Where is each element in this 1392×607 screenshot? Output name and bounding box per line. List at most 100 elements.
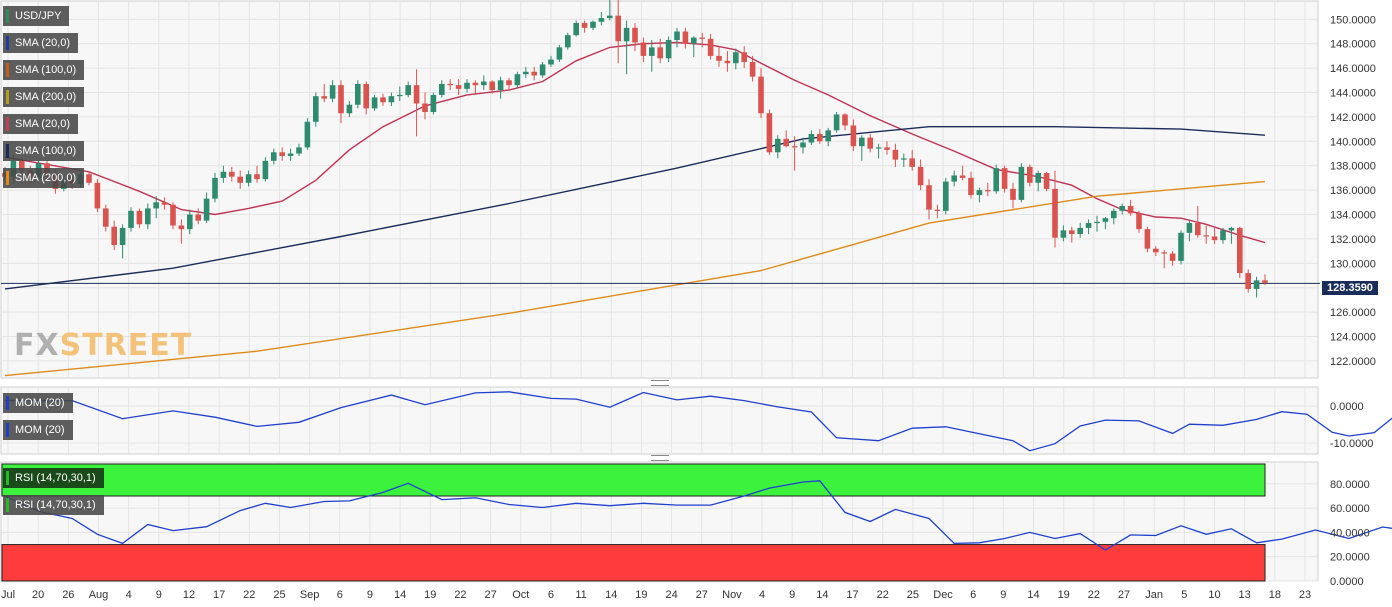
candle [1094,215,1100,232]
candle-body [338,85,344,114]
y-tick-label: -10.0000 [1330,438,1373,450]
y-tick-label: 80.0000 [1330,479,1370,491]
candle-body [203,198,210,221]
candle-body [783,138,789,147]
candle-body [1211,236,1218,241]
candle [741,46,747,69]
candle-body [447,83,453,86]
current-price-label: 128.3590 [1322,281,1378,295]
candle-body [287,153,294,156]
y-tick-label: 136.0000 [1330,185,1376,197]
x-tick-label: 27 [1118,589,1130,601]
candle-body [707,38,714,56]
y-tick-label: 0.0000 [1330,401,1364,413]
candle [934,204,941,219]
candle [892,143,899,167]
candle-body [178,225,185,230]
candle [1077,223,1083,238]
candle-body [934,209,941,211]
candle [716,47,722,67]
candle-body [1228,227,1235,231]
candle [632,22,638,52]
candle-body [262,160,269,180]
pane-resize-handle[interactable] [651,455,669,461]
y-tick-label: 130.0000 [1330,258,1376,270]
candle-body [489,81,495,91]
legend-sma-200[interactable]: SMA (200,0) [3,87,85,107]
legend-sma-200[interactable]: SMA (200,0) [3,168,85,188]
candle [346,101,353,117]
candle-body [943,181,949,211]
legend-swatch [6,471,9,485]
candle [153,196,159,219]
candle [775,135,781,159]
candle-body [388,96,395,103]
candle-body [1186,223,1193,233]
candle [917,159,924,191]
candle [1085,219,1092,235]
candle [649,40,655,72]
candle [220,165,227,183]
candle [464,79,470,93]
candle [422,92,428,120]
candle-body [94,182,101,209]
candle [590,20,596,31]
candle-body [674,31,680,41]
candle-body [220,171,227,178]
legend-swatch [6,171,9,185]
candle-body [1001,168,1008,189]
candle-body [699,37,705,39]
candle [145,203,151,230]
sma-line [4,126,1266,290]
y-tick-label: 40.0000 [1330,527,1370,539]
candle-body [951,175,957,182]
legend-swatch [6,498,9,512]
candle-body [531,71,537,76]
candle [304,118,311,150]
x-tick-label: 23 [1299,589,1311,601]
candle-body [439,83,445,95]
pane-resize-handle[interactable] [651,380,669,386]
candle-body [1094,221,1100,224]
legend-label: MOM (20) [15,424,65,436]
candle [363,81,369,115]
candle-body [817,133,823,142]
legend-mom[interactable]: MOM (20) [3,420,73,440]
legend-rsi[interactable]: RSI (14,70,30,1) [3,495,104,515]
candle-body [775,138,781,153]
candle [565,32,571,50]
candle [1211,227,1218,244]
candle-body [119,227,126,246]
legend-rsi[interactable]: RSI (14,70,30,1) [3,468,104,488]
candle [951,170,957,187]
x-tick-label: 6 [970,589,976,601]
candle [1237,226,1243,278]
candle-body [1119,205,1125,211]
legend-sma-20[interactable]: SMA (20,0) [3,114,79,134]
candle-body [1144,229,1151,249]
candle-body [145,208,151,225]
candle [1111,208,1117,225]
candle [556,44,563,63]
x-tick-label: 20 [32,589,44,601]
legend-usdjpy[interactable]: USD/JPY [3,6,70,26]
candle-body [640,42,647,56]
candle-body [892,149,899,160]
candle [607,0,613,21]
candle [791,136,798,171]
candle [203,192,210,224]
candle-body [1178,232,1184,261]
legend-sma-100[interactable]: SMA (100,0) [3,141,85,161]
candle-body [909,158,915,167]
candle [1245,269,1251,293]
x-tick-label: 22 [243,589,255,601]
candle-body [245,174,252,183]
candle-body [733,52,739,64]
legend-swatch [6,9,9,23]
candle-body [842,114,848,126]
candle [1102,216,1109,230]
candle [413,69,420,137]
legend-mom[interactable]: MOM (20) [3,393,73,413]
legend-sma-100[interactable]: SMA (100,0) [3,60,85,80]
legend-sma-20[interactable]: SMA (20,0) [3,33,79,53]
